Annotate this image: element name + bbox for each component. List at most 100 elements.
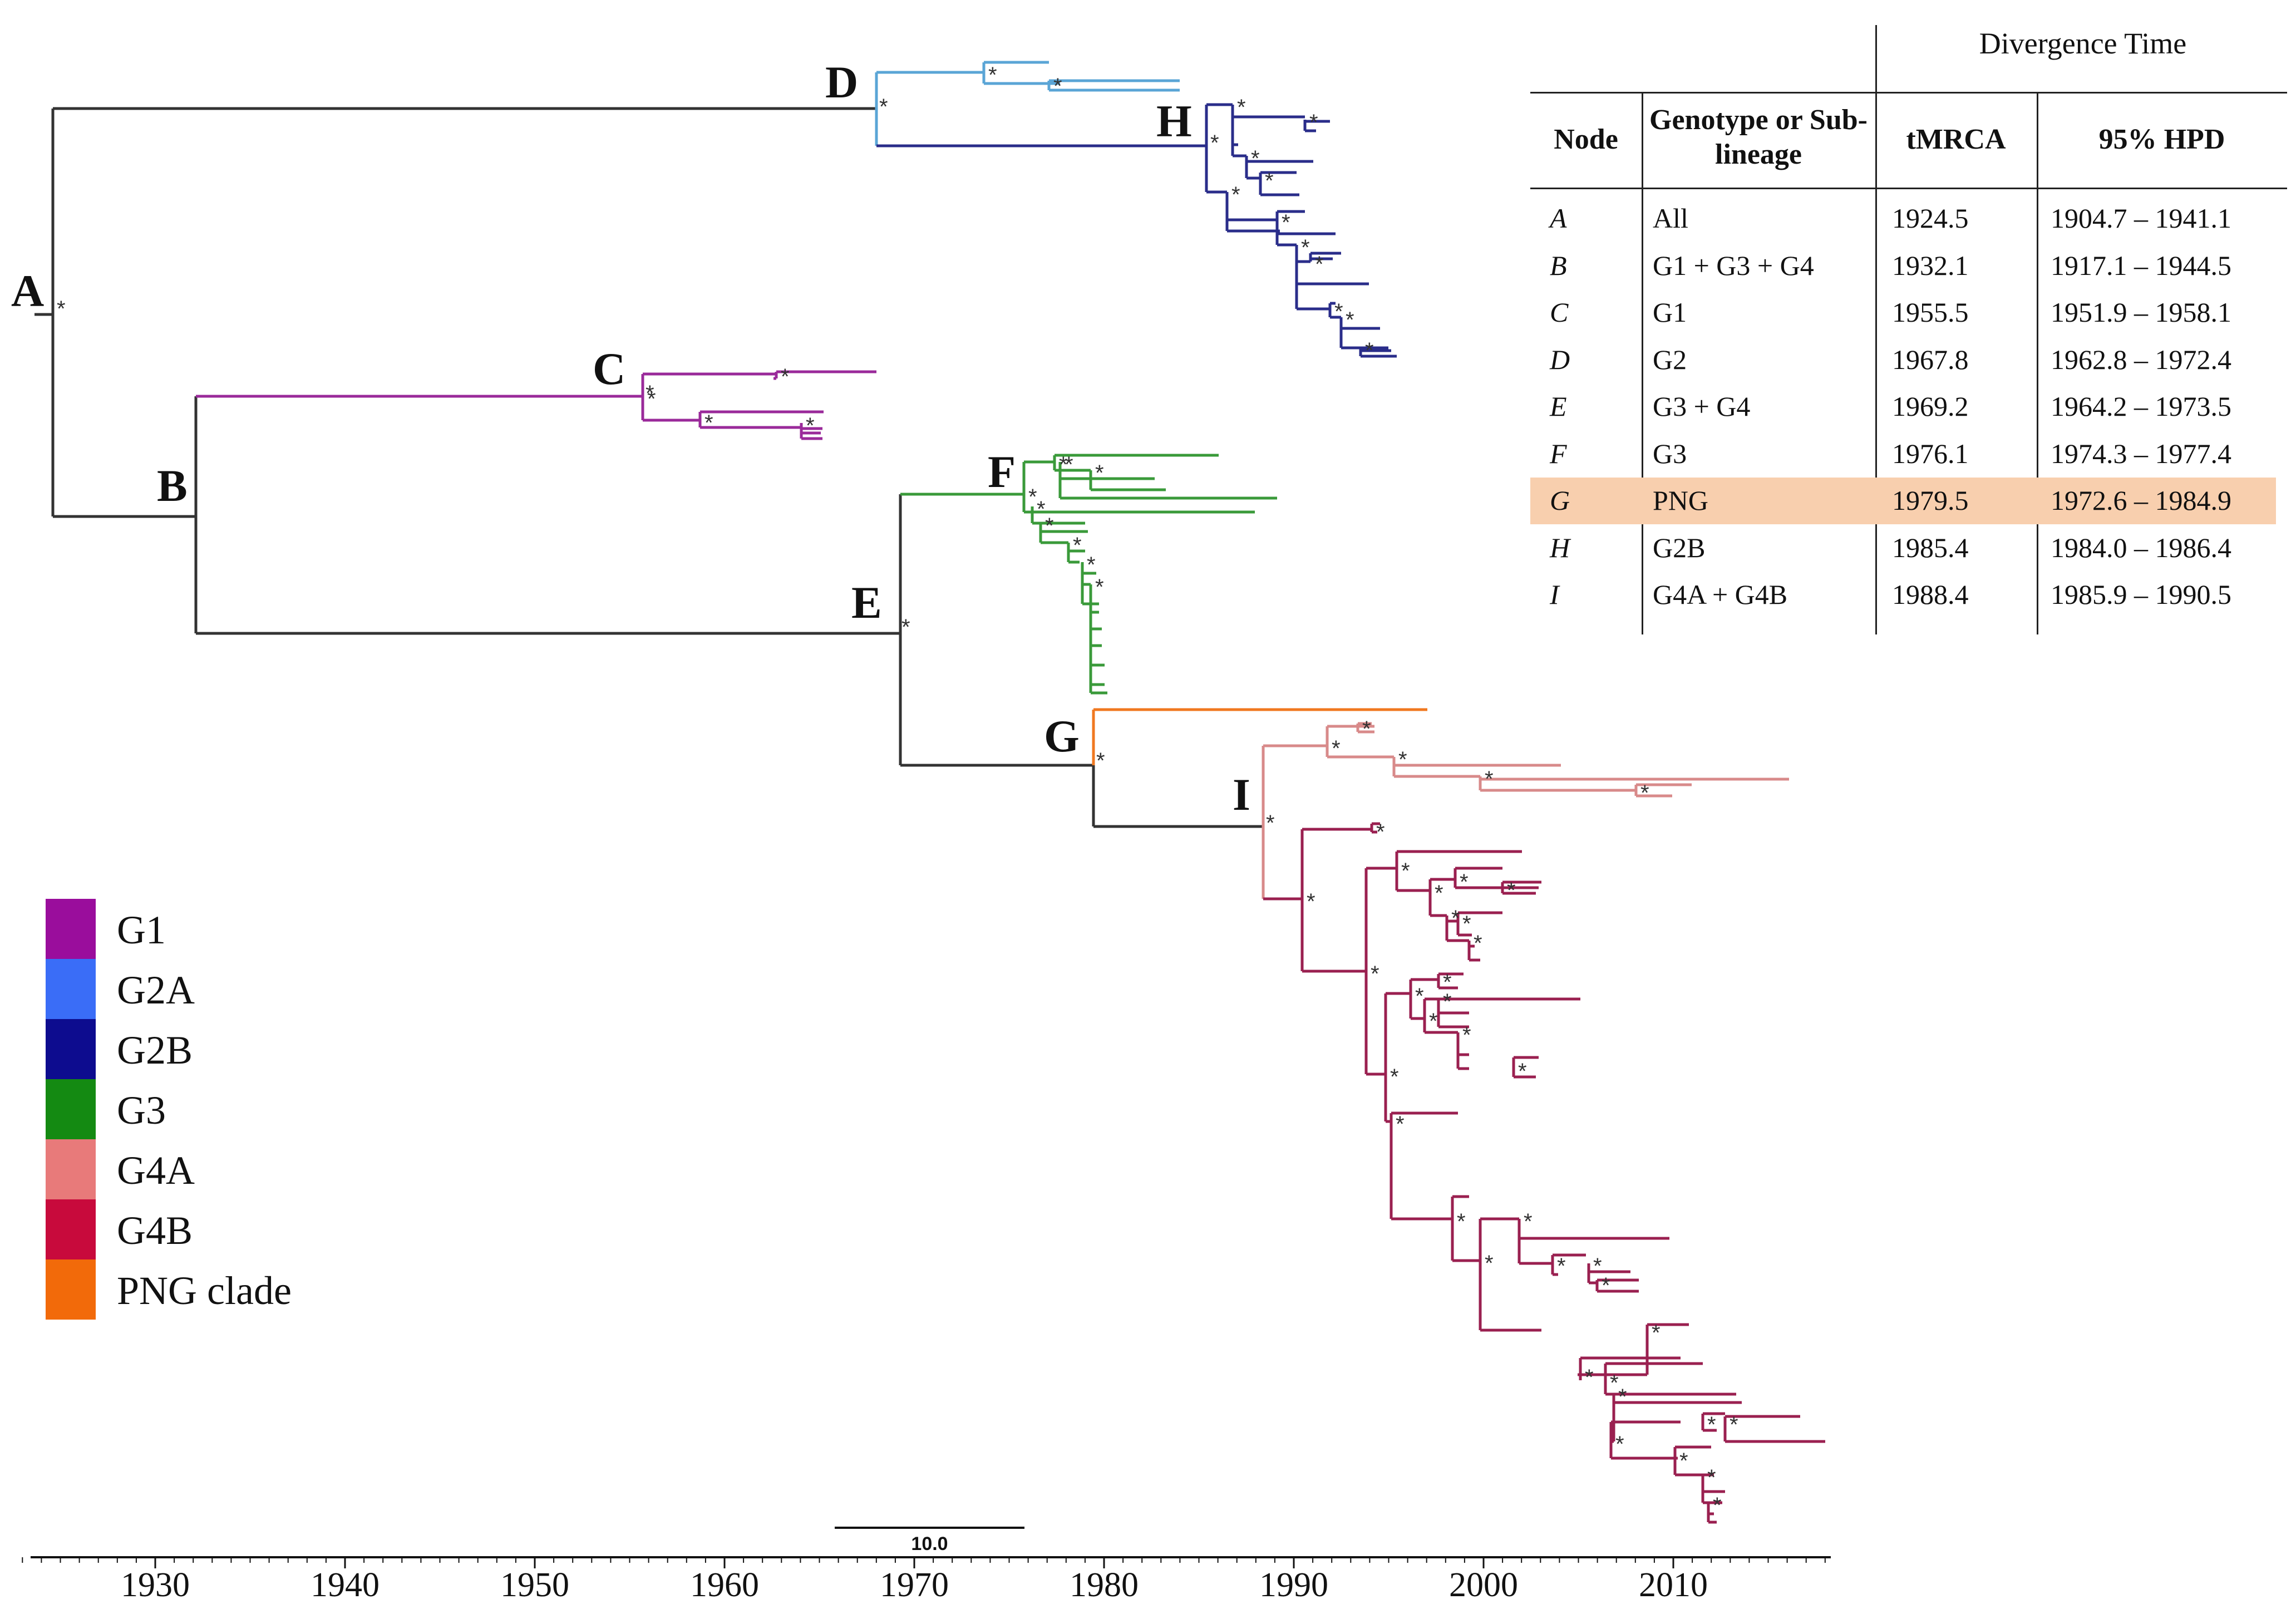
legend-swatch	[46, 1019, 96, 1079]
support-marker: *	[1593, 1254, 1602, 1278]
support-marker: *	[1398, 747, 1407, 772]
axis-tick-label: 1940	[311, 1566, 380, 1604]
support-marker: *	[1443, 970, 1452, 995]
row-tmrca: 1967.8	[1892, 343, 1969, 375]
support-marker: *	[1362, 717, 1371, 741]
header-node: Node	[1554, 124, 1618, 155]
genotype-legend: G1 G2A G2B G3 G4A G4B PNG clade	[46, 899, 292, 1320]
row-hpd: 1984.0 – 1986.4	[2051, 532, 2231, 563]
node-label-a: A	[11, 265, 44, 316]
support-marker: *	[1557, 1254, 1566, 1278]
tree-branches	[35, 61, 1825, 1524]
support-marker: *	[1231, 183, 1240, 207]
axis-tick-label: 2000	[1449, 1566, 1518, 1604]
row-genotype: G2	[1653, 343, 1687, 375]
row-node: E	[1550, 391, 1567, 422]
row-tmrca: 1955.5	[1892, 297, 1969, 328]
table-rule	[1530, 92, 2287, 94]
support-marker: *	[1435, 881, 1443, 906]
support-marker: *	[1615, 1432, 1624, 1457]
row-genotype: G3 + G4	[1653, 391, 1751, 422]
row-tmrca: 1976.1	[1892, 437, 1969, 469]
row-tmrca: 1932.1	[1892, 249, 1969, 281]
support-marker: *	[1618, 1385, 1627, 1409]
support-marker: *	[1730, 1413, 1738, 1437]
row-node: C	[1550, 297, 1569, 328]
header-hpd: 95% HPD	[2098, 124, 2225, 155]
row-genotype: All	[1653, 203, 1688, 234]
support-marker: *	[781, 365, 790, 389]
support-marker: *	[1443, 990, 1452, 1014]
node-label-f: F	[988, 446, 1016, 497]
support-marker: *	[1390, 1065, 1399, 1089]
support-marker: *	[1315, 252, 1324, 277]
support-markers: * * * * * * * * * * * * * * * * * * * * * * * * * * * * * * * * * * * * * * * *…	[57, 63, 1738, 1518]
support-marker: *	[1602, 1273, 1610, 1298]
support-marker: *	[1451, 906, 1460, 931]
scale-bar: 10.0	[835, 1527, 1024, 1554]
node-label-b: B	[157, 460, 188, 511]
support-marker: *	[1396, 1112, 1405, 1136]
support-marker: *	[1053, 74, 1062, 99]
support-marker: *	[1524, 1209, 1533, 1234]
axis-tick-label: 1970	[880, 1566, 949, 1604]
legend-swatch	[46, 1139, 96, 1199]
support-marker: *	[647, 387, 656, 411]
support-marker: *	[1457, 1209, 1466, 1234]
table-divider	[1875, 92, 1877, 634]
row-hpd: 1951.9 – 1958.1	[2051, 297, 2231, 328]
support-marker: *	[1371, 962, 1379, 986]
legend-swatch	[46, 1199, 96, 1259]
legend-label: G2B	[117, 1028, 193, 1072]
support-marker: *	[1307, 889, 1315, 914]
axis-tick-label: 1980	[1070, 1566, 1139, 1604]
row-node: H	[1550, 532, 1570, 563]
support-marker: *	[1028, 485, 1037, 509]
node-labels: A B C D E F G H I	[11, 57, 1250, 820]
support-marker: *	[57, 297, 66, 321]
table-rule	[1530, 188, 2287, 189]
support-marker: *	[1610, 1371, 1619, 1395]
axis-tick-label: 1990	[1259, 1566, 1328, 1604]
support-marker: *	[1096, 749, 1105, 773]
row-hpd: 1964.2 – 1973.5	[2051, 391, 2231, 422]
row-genotype: G1 + G3 + G4	[1653, 249, 1814, 281]
support-marker: *	[1073, 533, 1082, 558]
support-marker: *	[1507, 878, 1516, 903]
axis-tick-label: 2010	[1639, 1566, 1708, 1604]
support-marker: *	[988, 63, 997, 87]
support-marker: *	[1376, 820, 1385, 844]
row-node: B	[1550, 249, 1567, 281]
legend-label: G3	[117, 1088, 166, 1133]
legend-swatch	[46, 899, 96, 959]
header-genotype: Genotype or Sub-lineage	[1649, 104, 1868, 170]
support-marker: *	[1462, 1023, 1471, 1047]
support-marker: *	[1585, 1365, 1594, 1390]
support-marker: *	[1460, 870, 1469, 894]
support-marker: *	[1707, 1413, 1716, 1437]
support-marker: *	[1401, 859, 1410, 883]
scale-bar-label: 10.0	[911, 1533, 948, 1554]
divergence-time-group-header: Divergence Time	[1875, 25, 2289, 92]
support-marker: *	[901, 615, 910, 639]
legend-label: G4A	[117, 1148, 195, 1193]
time-axis: 1930 1940 1950 1960 1970 1980 1990 2000 2010	[22, 1556, 1831, 1604]
axis-tick-label: 1930	[121, 1566, 190, 1604]
support-marker: *	[1640, 781, 1649, 805]
support-marker: *	[1210, 131, 1219, 155]
row-hpd: 1904.7 – 1941.1	[2051, 203, 2231, 234]
support-marker: *	[1365, 338, 1374, 363]
node-label-d: D	[825, 57, 858, 107]
support-marker: *	[1095, 575, 1104, 599]
row-node: D	[1550, 343, 1570, 375]
support-marker: *	[1265, 169, 1274, 193]
axis-tick-label: 1960	[690, 1566, 759, 1604]
row-hpd: 1917.1 – 1944.5	[2051, 249, 2231, 281]
divergence-time-title: Divergence Time	[1979, 27, 2187, 60]
support-marker: *	[1462, 912, 1471, 936]
row-genotype: G1	[1653, 297, 1687, 328]
node-label-c: C	[593, 343, 625, 394]
table-divider	[2037, 92, 2038, 634]
row-genotype: G2B	[1653, 532, 1706, 563]
support-marker: *	[1713, 1493, 1722, 1518]
